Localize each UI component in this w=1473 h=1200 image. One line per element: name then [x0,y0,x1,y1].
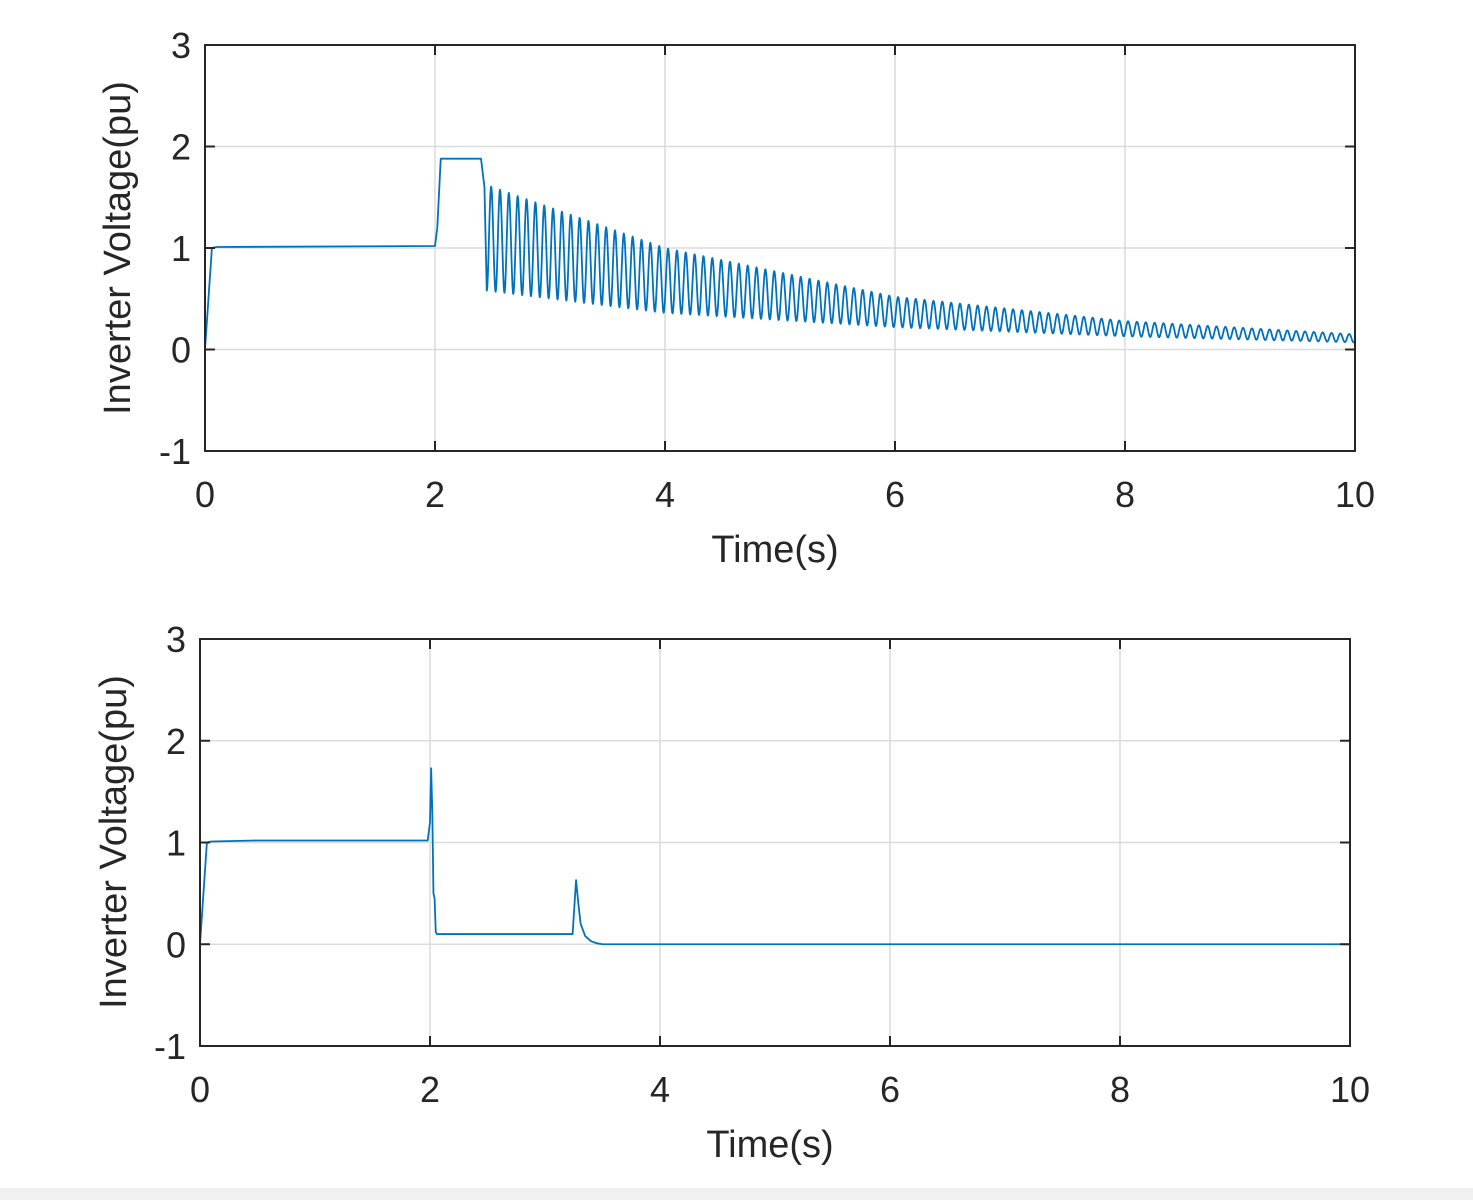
bottom-y-tick-label-0: -1 [154,1026,186,1067]
top-y-tick-label-1: 0 [171,330,191,371]
top-y-tick-label-4: 3 [171,25,191,66]
top-x-tick-label-4: 8 [1115,474,1135,515]
bottom-x-tick-label-1: 2 [420,1069,440,1110]
top-x-tick-label-3: 6 [885,474,905,515]
bottom-y-tick-label-3: 2 [166,721,186,762]
top-x-tick-label-2: 4 [655,474,675,515]
bottom-x-tick-label-2: 4 [650,1069,670,1110]
bottom-y-axis-title: Inverter Voltage(pu) [93,675,135,1009]
top-x-tick-label-5: 10 [1335,474,1375,515]
top-y-axis-title: Inverter Voltage(pu) [97,81,139,415]
bottom-x-axis-title: Time(s) [706,1124,833,1166]
top-x-tick-label-0: 0 [195,474,215,515]
bottom-y-tick-label-2: 1 [166,823,186,864]
bottom-x-tick-label-0: 0 [190,1069,210,1110]
top-x-tick-label-1: 2 [425,474,445,515]
bottom-y-tick-label-4: 3 [166,619,186,660]
top-y-tick-label-2: 1 [171,228,191,269]
top-x-axis-title: Time(s) [711,529,838,571]
bottom-edge-band [0,1188,1473,1200]
bottom-x-tick-label-3: 6 [880,1069,900,1110]
bottom-x-tick-label-5: 10 [1330,1069,1370,1110]
top-y-tick-label-0: -1 [159,431,191,472]
bottom-voltage-series-line [199,767,1350,946]
bottom-x-tick-label-4: 8 [1110,1069,1130,1110]
top-voltage-series-line [204,157,1356,350]
bottom-y-tick-label-1: 0 [166,924,186,965]
top-y-tick-label-3: 2 [171,127,191,168]
